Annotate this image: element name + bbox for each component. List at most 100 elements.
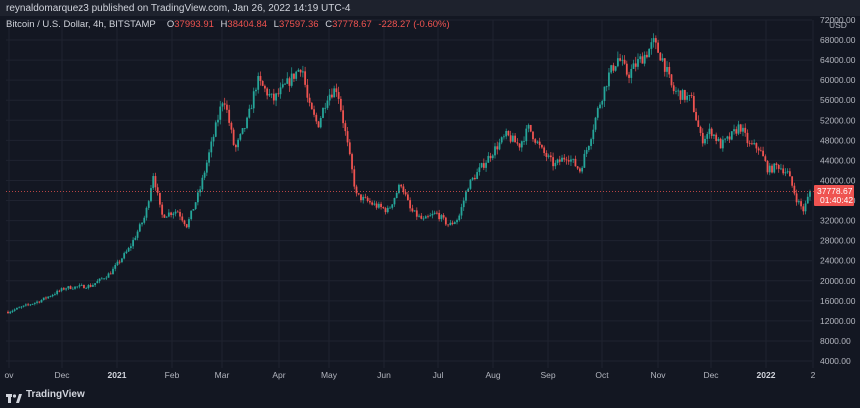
candle-body (433, 212, 436, 214)
candle-body (505, 130, 508, 137)
candle-body (60, 288, 63, 291)
candle-body (797, 201, 800, 203)
candle-body (156, 187, 159, 193)
candle-body (319, 117, 322, 128)
candle-body (154, 176, 157, 188)
candle-body (547, 155, 550, 157)
candle-body (409, 200, 412, 209)
candle-body (538, 141, 541, 146)
candle-body (482, 163, 485, 168)
candle-body (438, 212, 441, 220)
candle-body (335, 88, 338, 93)
candle-body (449, 222, 452, 226)
x-tick-label: Nov (650, 370, 666, 380)
candle-body (172, 213, 175, 215)
x-tick-label: Mar (215, 370, 230, 380)
candle-body (226, 104, 228, 110)
candle-body (585, 150, 588, 154)
symbol-label[interactable]: Bitcoin / U.S. Dollar, 4h, BITSTAMP (6, 19, 156, 30)
candle-body (565, 159, 568, 161)
candle-body (601, 101, 604, 105)
candle-body (404, 192, 407, 195)
candle-body (380, 203, 382, 208)
candle-body (98, 278, 101, 282)
candle-body (652, 38, 655, 43)
candle-body (503, 136, 505, 138)
x-tick-label: ov (5, 370, 15, 380)
candle-body (489, 155, 492, 159)
candle-body (800, 201, 802, 207)
candle-body (27, 304, 30, 306)
candle-body (129, 246, 132, 249)
candle-body (161, 204, 164, 215)
candle-body (366, 197, 369, 202)
candle-body (246, 117, 248, 129)
candle-body (109, 273, 112, 275)
candle-body (299, 69, 302, 73)
candle-body (458, 215, 461, 221)
candle-body (802, 206, 805, 212)
x-tick-label: Oct (595, 370, 609, 380)
candle-body (587, 145, 590, 151)
candle-body (704, 138, 706, 144)
candle-body (436, 212, 438, 214)
candle-body (134, 237, 137, 240)
candle-body (621, 59, 624, 61)
candle-body (373, 203, 376, 205)
candle-body (639, 56, 642, 60)
candle-body (391, 204, 394, 208)
candle-body (183, 220, 186, 225)
x-tick-label: May (321, 370, 338, 380)
candle-body (342, 110, 344, 124)
candle-body (570, 159, 572, 162)
candle-body (288, 78, 291, 86)
candle-body (735, 129, 738, 134)
candle-body (786, 171, 789, 173)
candle-body (630, 68, 633, 78)
candle-body (228, 109, 231, 123)
candle-body (451, 222, 454, 224)
candle-body (467, 188, 470, 192)
chart-grid (6, 19, 814, 368)
candle-body (185, 224, 188, 228)
x-tick-label: 2021 (108, 370, 127, 380)
candle-body (717, 138, 720, 142)
candle-body (223, 103, 226, 105)
candle-body (286, 78, 289, 84)
tradingview-logo[interactable]: TradingView (6, 389, 85, 403)
candle-body (58, 290, 61, 292)
candle-body (174, 211, 177, 214)
candle-body (610, 65, 613, 73)
candle-body (552, 157, 554, 167)
candle-body (357, 193, 360, 195)
candle-body (208, 152, 210, 163)
candle-body (141, 222, 143, 225)
candle-body (118, 261, 121, 263)
y-tick-label: 28000.00 (820, 236, 856, 246)
ohlc-legend: Bitcoin / U.S. Dollar, 4h, BITSTAMP O379… (6, 19, 450, 30)
candle-body (692, 96, 695, 113)
candle-body (659, 52, 662, 61)
candle-body (578, 168, 581, 172)
candle-body (590, 139, 592, 146)
candle-body (500, 137, 503, 143)
candle-body (708, 128, 711, 135)
high-value: 38404.84 (227, 19, 268, 30)
open-label: O (166, 19, 175, 30)
candle-body (353, 169, 356, 187)
candle-body (744, 127, 747, 133)
candle-body (418, 215, 420, 217)
candle-body (690, 95, 693, 97)
candle-body (545, 152, 548, 157)
time-axis[interactable]: ov Dec 2021 Feb Mar Apr May Jun Jul Aug Sep Oct Nov D… (5, 370, 816, 380)
candle-body (76, 286, 79, 288)
candle-body (301, 71, 304, 73)
candle-body (212, 136, 215, 142)
candle-body (11, 310, 14, 312)
candle-body (219, 106, 222, 120)
y-tick-label: 44000.00 (820, 155, 856, 165)
low-value: 37597.36 (278, 19, 319, 30)
x-tick-label: Apr (272, 370, 285, 380)
price-axis[interactable]: 4000.00 8000.00 12000.00 16000.00 20000.00 24… (820, 15, 856, 366)
